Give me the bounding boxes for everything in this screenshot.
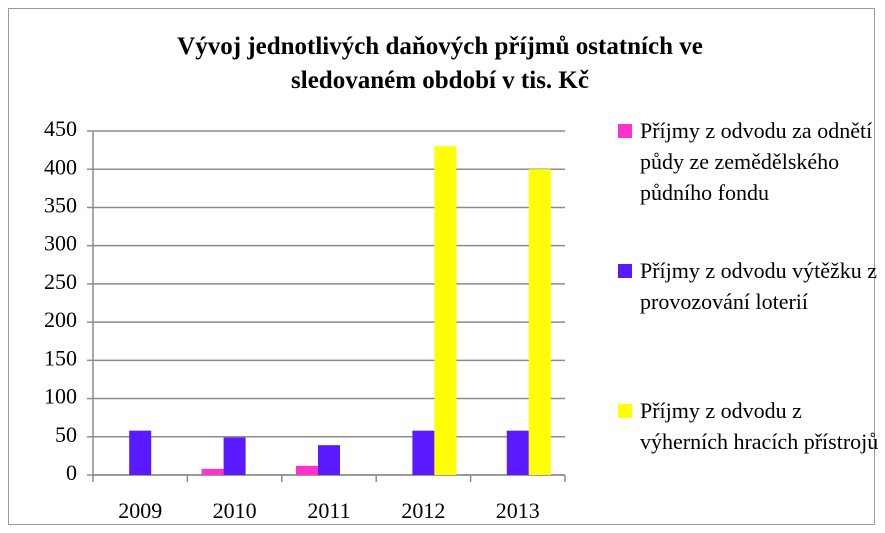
x-tick-label: 2011: [307, 498, 350, 523]
y-tick-label: 350: [44, 192, 77, 217]
bar: [434, 146, 457, 476]
legend-label: Příjmy z odvodu za odnětí půdy ze zemědě…: [640, 118, 873, 205]
bar: [296, 465, 318, 475]
legend-swatch: [618, 124, 632, 138]
x-tick-label: 2009: [118, 498, 162, 523]
legend-entry: Příjmy z odvodu výtěžku z provozování lo…: [618, 255, 880, 317]
y-tick-label: 400: [44, 154, 77, 179]
bar: [412, 430, 435, 475]
y-tick-label: 250: [44, 269, 77, 294]
legend-swatch: [618, 404, 632, 418]
y-tick-label: 200: [44, 307, 77, 332]
y-tick-label: 0: [66, 460, 77, 485]
y-tick-label: 100: [44, 384, 77, 409]
x-tick-label: 2012: [401, 498, 445, 523]
legend-swatch: [618, 264, 632, 278]
bar: [223, 437, 246, 475]
chart-frame: [8, 8, 875, 525]
bar: [506, 430, 529, 475]
legend-label: Příjmy z odvodu z výherních hracích přís…: [640, 398, 879, 454]
legend-entry: Příjmy z odvodu z výherních hracích přís…: [618, 395, 880, 457]
y-tick-label: 450: [44, 116, 77, 141]
bar: [318, 445, 340, 475]
chart-title: Vývoj jednotlivých daňových příjmů ostat…: [177, 33, 703, 94]
bar: [528, 169, 551, 475]
legend-entry: Příjmy z odvodu za odnětí půdy ze zemědě…: [618, 115, 880, 208]
legend-label: Příjmy z odvodu výtěžku z provozování lo…: [640, 258, 878, 314]
x-tick-label: 2010: [213, 498, 257, 523]
bar: [201, 468, 224, 475]
y-tick-label: 300: [44, 231, 77, 256]
x-tick-label: 2013: [496, 498, 540, 523]
y-tick-label: 150: [44, 345, 77, 370]
bar: [129, 430, 152, 475]
y-tick-label: 50: [55, 422, 77, 447]
